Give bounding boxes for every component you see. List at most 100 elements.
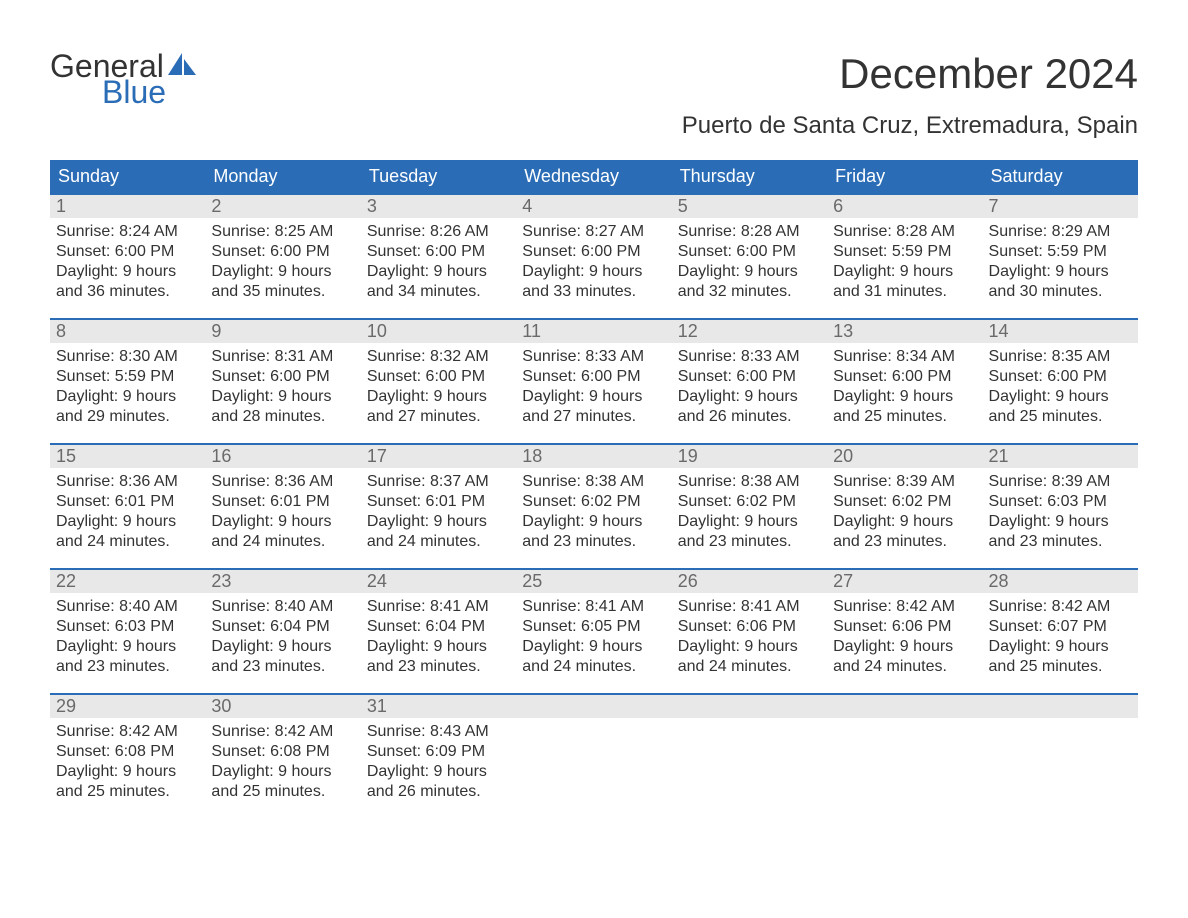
day-day1: Daylight: 9 hours — [211, 512, 358, 532]
day-body: Sunrise: 8:34 AMSunset: 6:00 PMDaylight:… — [827, 343, 982, 427]
day-day1: Daylight: 9 hours — [367, 637, 514, 657]
day-sunset: Sunset: 6:04 PM — [367, 617, 514, 637]
day-cell: 22Sunrise: 8:40 AMSunset: 6:03 PMDayligh… — [50, 570, 205, 693]
day-sunset: Sunset: 6:05 PM — [522, 617, 669, 637]
day-cell: 21Sunrise: 8:39 AMSunset: 6:03 PMDayligh… — [983, 445, 1138, 568]
day-day1: Daylight: 9 hours — [522, 637, 669, 657]
day-day2: and 32 minutes. — [678, 282, 825, 302]
day-sunrise: Sunrise: 8:30 AM — [56, 347, 203, 367]
day-sunrise: Sunrise: 8:42 AM — [211, 722, 358, 742]
day-cell: 16Sunrise: 8:36 AMSunset: 6:01 PMDayligh… — [205, 445, 360, 568]
day-sunrise: Sunrise: 8:41 AM — [522, 597, 669, 617]
day-body: Sunrise: 8:41 AMSunset: 6:04 PMDaylight:… — [361, 593, 516, 677]
day-number: 5 — [672, 195, 827, 218]
day-day1: Daylight: 9 hours — [211, 762, 358, 782]
day-sunset: Sunset: 6:08 PM — [211, 742, 358, 762]
day-sunrise: Sunrise: 8:24 AM — [56, 222, 203, 242]
day-cell: 6Sunrise: 8:28 AMSunset: 5:59 PMDaylight… — [827, 195, 982, 318]
day-day1: Daylight: 9 hours — [56, 387, 203, 407]
day-day1: Daylight: 9 hours — [56, 512, 203, 532]
day-cell — [672, 695, 827, 818]
day-number: 11 — [516, 320, 671, 343]
day-day2: and 23 minutes. — [989, 532, 1136, 552]
day-cell: 17Sunrise: 8:37 AMSunset: 6:01 PMDayligh… — [361, 445, 516, 568]
day-cell: 5Sunrise: 8:28 AMSunset: 6:00 PMDaylight… — [672, 195, 827, 318]
day-cell: 1Sunrise: 8:24 AMSunset: 6:00 PMDaylight… — [50, 195, 205, 318]
day-body: Sunrise: 8:30 AMSunset: 5:59 PMDaylight:… — [50, 343, 205, 427]
day-body: Sunrise: 8:33 AMSunset: 6:00 PMDaylight:… — [516, 343, 671, 427]
dow-tuesday: Tuesday — [361, 160, 516, 193]
day-body: Sunrise: 8:32 AMSunset: 6:00 PMDaylight:… — [361, 343, 516, 427]
week-row: 22Sunrise: 8:40 AMSunset: 6:03 PMDayligh… — [50, 568, 1138, 693]
day-body: Sunrise: 8:39 AMSunset: 6:03 PMDaylight:… — [983, 468, 1138, 552]
day-day1: Daylight: 9 hours — [989, 262, 1136, 282]
day-cell: 11Sunrise: 8:33 AMSunset: 6:00 PMDayligh… — [516, 320, 671, 443]
day-day2: and 34 minutes. — [367, 282, 514, 302]
title-block: December 2024 Puerto de Santa Cruz, Extr… — [682, 50, 1138, 152]
day-day2: and 30 minutes. — [989, 282, 1136, 302]
day-sunset: Sunset: 6:02 PM — [678, 492, 825, 512]
day-body: Sunrise: 8:40 AMSunset: 6:04 PMDaylight:… — [205, 593, 360, 677]
day-body: Sunrise: 8:42 AMSunset: 6:08 PMDaylight:… — [205, 718, 360, 802]
day-number: 24 — [361, 570, 516, 593]
day-cell: 24Sunrise: 8:41 AMSunset: 6:04 PMDayligh… — [361, 570, 516, 693]
day-sunset: Sunset: 6:02 PM — [833, 492, 980, 512]
day-sunrise: Sunrise: 8:41 AM — [678, 597, 825, 617]
dow-wednesday: Wednesday — [516, 160, 671, 193]
day-sunset: Sunset: 6:08 PM — [56, 742, 203, 762]
day-number: 1 — [50, 195, 205, 218]
day-body: Sunrise: 8:31 AMSunset: 6:00 PMDaylight:… — [205, 343, 360, 427]
day-number: 28 — [983, 570, 1138, 593]
day-cell: 7Sunrise: 8:29 AMSunset: 5:59 PMDaylight… — [983, 195, 1138, 318]
logo-word-blue: Blue — [102, 76, 196, 108]
day-day1: Daylight: 9 hours — [678, 262, 825, 282]
day-day1: Daylight: 9 hours — [989, 387, 1136, 407]
day-sunset: Sunset: 5:59 PM — [833, 242, 980, 262]
day-sunrise: Sunrise: 8:32 AM — [367, 347, 514, 367]
day-sunrise: Sunrise: 8:41 AM — [367, 597, 514, 617]
day-day1: Daylight: 9 hours — [678, 512, 825, 532]
day-body: Sunrise: 8:25 AMSunset: 6:00 PMDaylight:… — [205, 218, 360, 302]
day-day1: Daylight: 9 hours — [367, 762, 514, 782]
day-number: 3 — [361, 195, 516, 218]
day-body: Sunrise: 8:42 AMSunset: 6:06 PMDaylight:… — [827, 593, 982, 677]
day-day2: and 25 minutes. — [211, 782, 358, 802]
day-day1: Daylight: 9 hours — [56, 262, 203, 282]
calendar: Sunday Monday Tuesday Wednesday Thursday… — [50, 160, 1138, 818]
day-body: Sunrise: 8:28 AMSunset: 6:00 PMDaylight:… — [672, 218, 827, 302]
day-cell: 19Sunrise: 8:38 AMSunset: 6:02 PMDayligh… — [672, 445, 827, 568]
dow-thursday: Thursday — [672, 160, 827, 193]
day-day1: Daylight: 9 hours — [211, 387, 358, 407]
day-number: 4 — [516, 195, 671, 218]
day-day2: and 24 minutes. — [56, 532, 203, 552]
day-sunset: Sunset: 6:00 PM — [367, 367, 514, 387]
day-sunrise: Sunrise: 8:26 AM — [367, 222, 514, 242]
day-body — [983, 718, 1138, 722]
day-cell — [827, 695, 982, 818]
day-number: 31 — [361, 695, 516, 718]
day-number — [672, 695, 827, 718]
day-cell: 10Sunrise: 8:32 AMSunset: 6:00 PMDayligh… — [361, 320, 516, 443]
day-cell: 23Sunrise: 8:40 AMSunset: 6:04 PMDayligh… — [205, 570, 360, 693]
day-day2: and 24 minutes. — [833, 657, 980, 677]
day-day1: Daylight: 9 hours — [989, 512, 1136, 532]
day-sunrise: Sunrise: 8:40 AM — [211, 597, 358, 617]
day-cell: 9Sunrise: 8:31 AMSunset: 6:00 PMDaylight… — [205, 320, 360, 443]
day-number — [516, 695, 671, 718]
day-body — [672, 718, 827, 722]
day-cell: 8Sunrise: 8:30 AMSunset: 5:59 PMDaylight… — [50, 320, 205, 443]
day-number — [983, 695, 1138, 718]
day-sunset: Sunset: 6:03 PM — [989, 492, 1136, 512]
day-day2: and 27 minutes. — [367, 407, 514, 427]
day-day2: and 27 minutes. — [522, 407, 669, 427]
day-body: Sunrise: 8:27 AMSunset: 6:00 PMDaylight:… — [516, 218, 671, 302]
day-sunset: Sunset: 6:00 PM — [678, 367, 825, 387]
day-day2: and 35 minutes. — [211, 282, 358, 302]
day-sunset: Sunset: 6:07 PM — [989, 617, 1136, 637]
day-sunset: Sunset: 6:00 PM — [211, 242, 358, 262]
day-body: Sunrise: 8:29 AMSunset: 5:59 PMDaylight:… — [983, 218, 1138, 302]
day-number: 12 — [672, 320, 827, 343]
day-number: 6 — [827, 195, 982, 218]
logo: General Blue — [50, 50, 196, 108]
day-body: Sunrise: 8:24 AMSunset: 6:00 PMDaylight:… — [50, 218, 205, 302]
